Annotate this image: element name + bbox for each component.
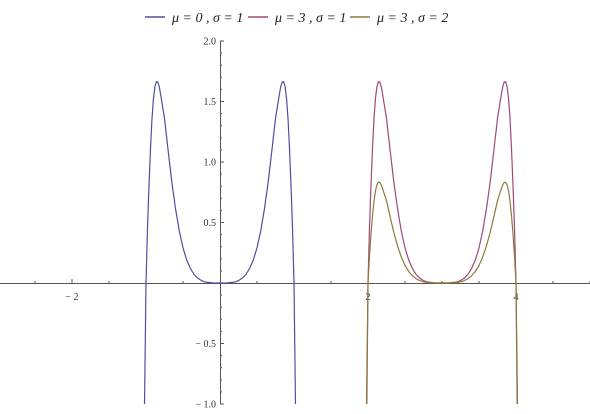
y-tick-label: − 1.0: [195, 400, 216, 411]
series-lines: [143, 80, 519, 405]
legend: μ = 0 , σ = 1 μ = 3 , σ = 1 μ = 3 , σ = 2: [145, 11, 448, 26]
series-line-2: [365, 80, 519, 405]
x-tick-label: − 2: [65, 292, 78, 303]
series-line-1: [143, 80, 297, 405]
legend-label-3: μ = 3 , σ = 2: [376, 11, 448, 26]
y-tick-label: − 0.5: [195, 339, 216, 350]
y-tick-label: 0.5: [204, 218, 217, 229]
series-line-3: [366, 181, 518, 405]
y-tick-label: 1.0: [204, 158, 217, 169]
y-tick-label: 2.0: [204, 37, 217, 48]
y-tick-label: 1.5: [204, 97, 217, 108]
legend-label-2: μ = 3 , σ = 1: [274, 11, 346, 26]
legend-label-1: μ = 0 , σ = 1: [171, 11, 243, 26]
